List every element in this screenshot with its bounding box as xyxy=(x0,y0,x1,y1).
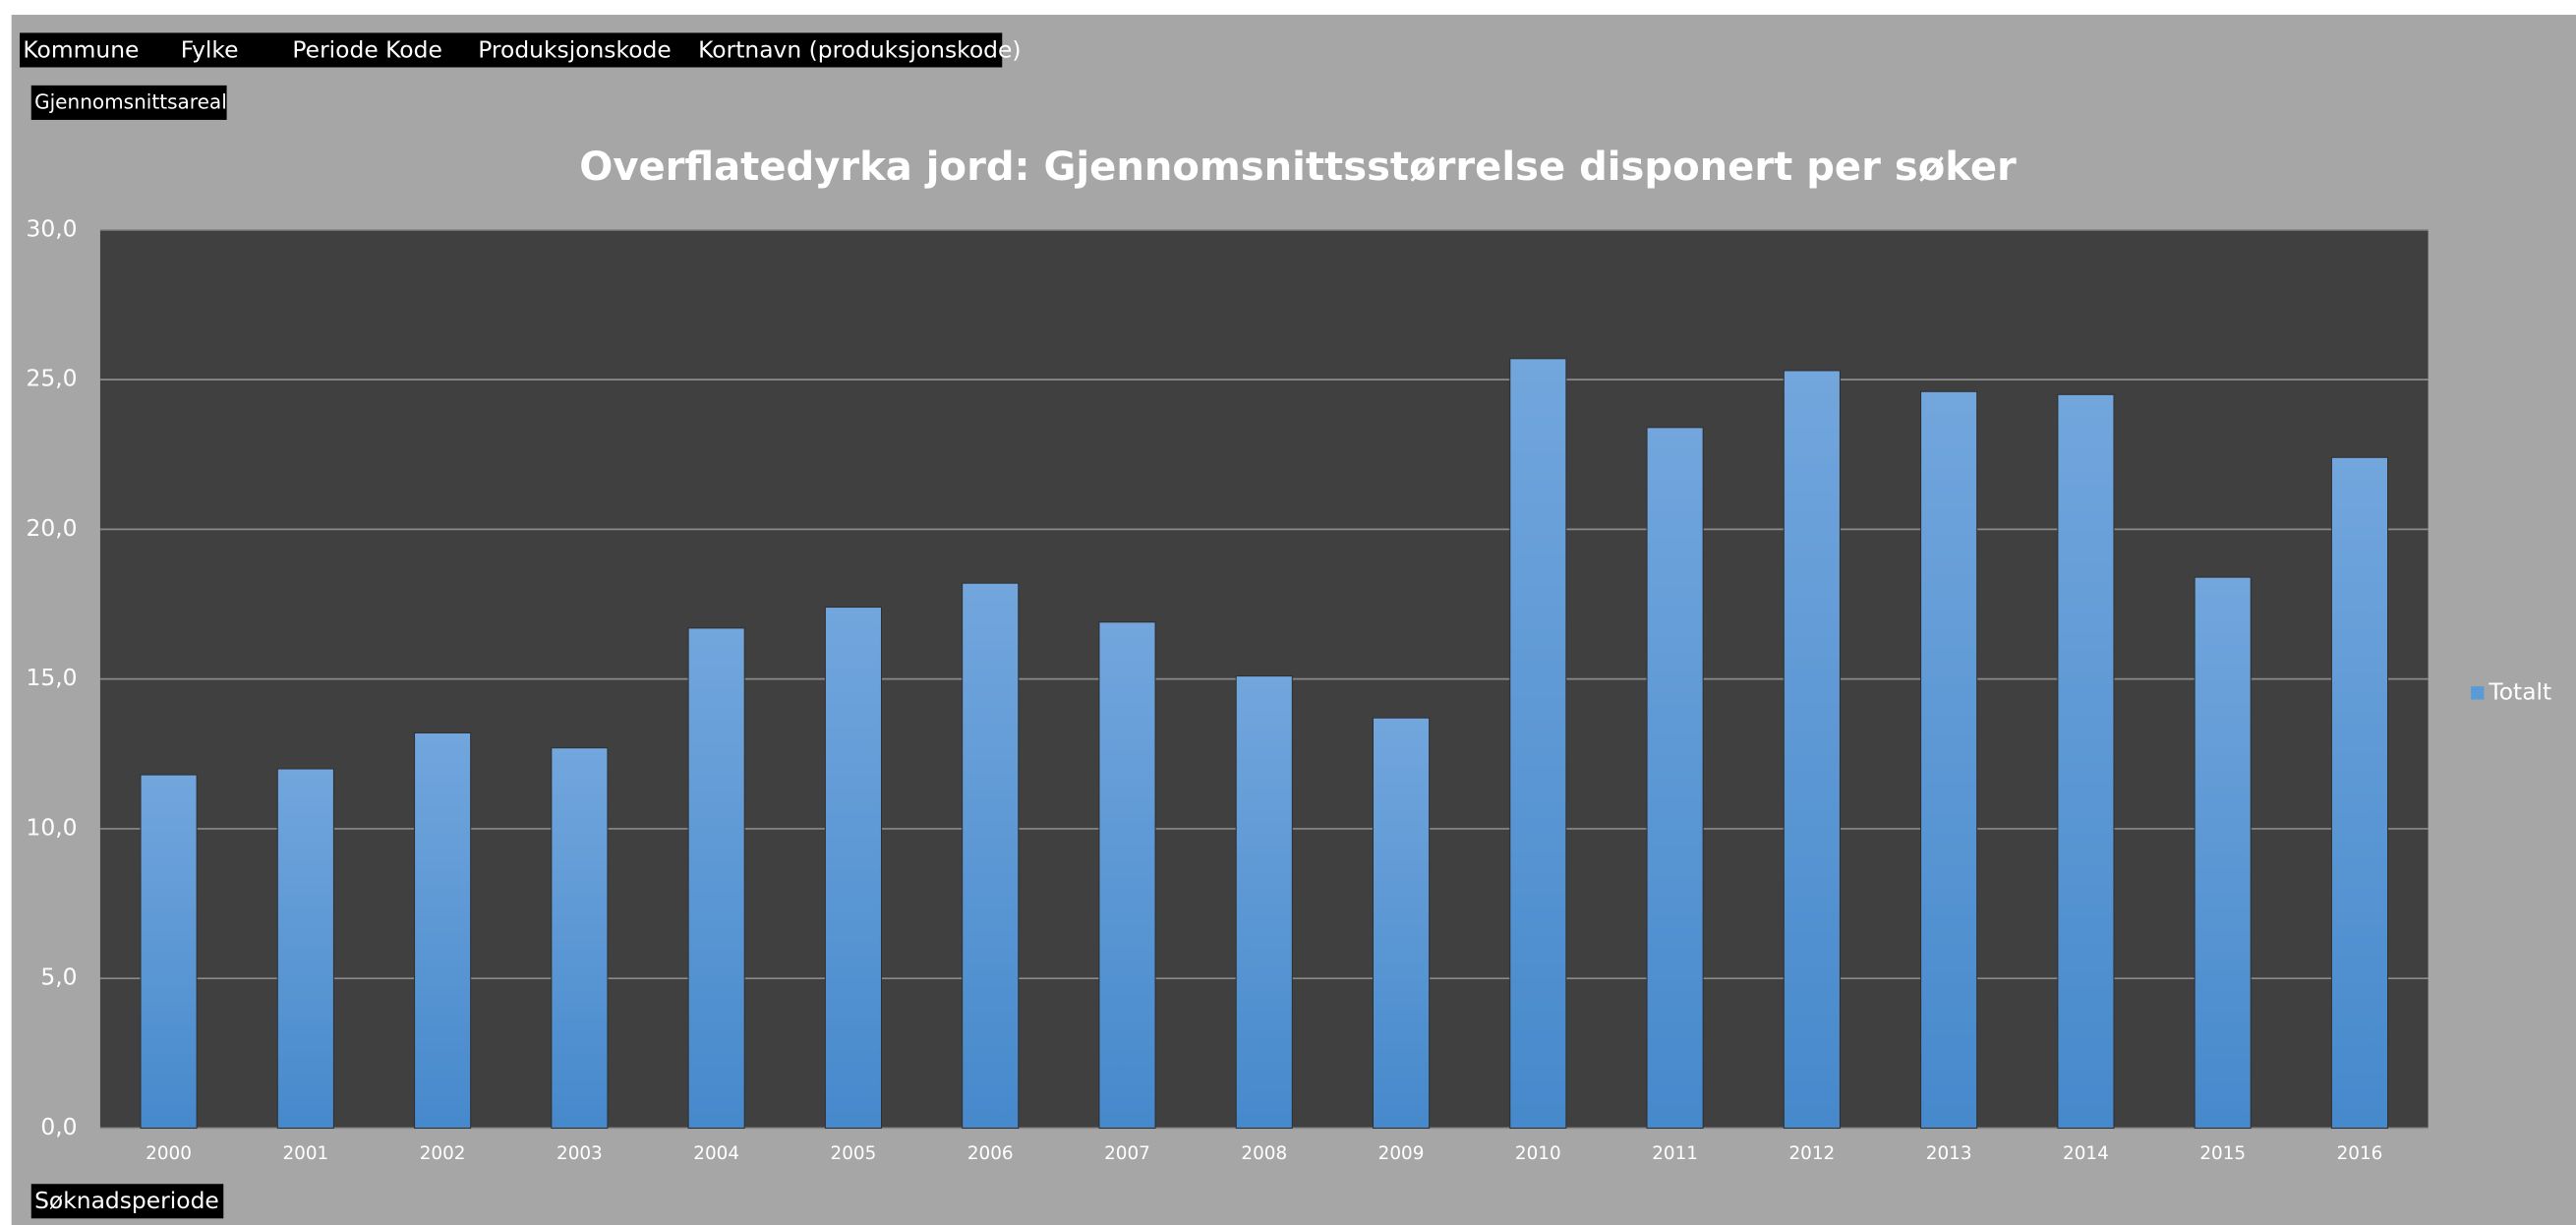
axis-field-label[interactable]: Søknadsperiode xyxy=(34,1187,219,1214)
y-tick-label: 10,0 xyxy=(26,813,77,841)
x-tick-label: 2007 xyxy=(1104,1143,1150,1164)
bar xyxy=(1783,370,1841,1129)
x-tick-label: 2015 xyxy=(2199,1143,2246,1164)
y-tick-label: 0,0 xyxy=(40,1113,77,1140)
x-tick-label: 2004 xyxy=(693,1143,739,1164)
x-tick-label: 2002 xyxy=(420,1143,466,1164)
value-field-button[interactable] xyxy=(30,85,227,120)
filter-bar xyxy=(20,32,1003,68)
bar xyxy=(962,582,1020,1129)
x-tick-label: 2016 xyxy=(2337,1143,2383,1164)
x-tick-label: 2013 xyxy=(1926,1143,1972,1164)
bar xyxy=(2194,576,2252,1129)
bar xyxy=(551,747,609,1129)
x-tick-label: 2008 xyxy=(1241,1143,1287,1164)
bar xyxy=(1509,358,1567,1129)
x-tick-label: 2011 xyxy=(1652,1143,1698,1164)
x-tick-label: 2009 xyxy=(1378,1143,1425,1164)
bar xyxy=(1920,390,1978,1129)
legend-swatch xyxy=(2471,686,2485,700)
bar xyxy=(2330,456,2389,1129)
x-tick-label: 2001 xyxy=(282,1143,328,1164)
bar xyxy=(1646,427,1704,1129)
filter-field-button[interactable]: Periode Kode xyxy=(292,35,441,63)
bar xyxy=(687,627,745,1129)
y-tick-label: 25,0 xyxy=(26,365,77,392)
x-tick-label: 2006 xyxy=(967,1143,1014,1164)
filter-field-button[interactable]: Kommune xyxy=(23,35,139,63)
x-tick-label: 2014 xyxy=(2063,1143,2109,1164)
y-tick-label: 20,0 xyxy=(26,514,77,542)
bar xyxy=(824,607,882,1129)
bar xyxy=(1372,717,1431,1129)
x-tick-label: 2003 xyxy=(556,1143,603,1164)
bar xyxy=(414,731,472,1129)
y-tick-label: 5,0 xyxy=(40,963,77,991)
filter-field-button[interactable]: Kortnavn (produksjonskode) xyxy=(698,35,1021,63)
x-tick-label: 2010 xyxy=(1515,1143,1561,1164)
x-tick-label: 2005 xyxy=(831,1143,877,1164)
bar xyxy=(1098,621,1156,1129)
x-tick-label: 2000 xyxy=(146,1143,192,1164)
x-tick-label: 2012 xyxy=(1789,1143,1836,1164)
chart-title: Overflatedyrka jord: Gjennomsnittsstørre… xyxy=(579,145,2017,190)
legend-label: Totalt xyxy=(2488,677,2551,705)
y-tick-label: 15,0 xyxy=(26,664,77,691)
bar xyxy=(1235,675,1293,1129)
value-field-label[interactable]: Gjennomsnittsareal xyxy=(34,90,227,114)
filter-field-button[interactable]: Fylke xyxy=(181,35,239,63)
axis-field-button[interactable] xyxy=(30,1184,224,1219)
filter-field-button[interactable]: Produksjonskode xyxy=(478,35,672,63)
bar xyxy=(140,774,198,1129)
bar xyxy=(276,768,334,1129)
y-tick-label: 30,0 xyxy=(26,214,77,242)
bar xyxy=(2057,393,2115,1129)
